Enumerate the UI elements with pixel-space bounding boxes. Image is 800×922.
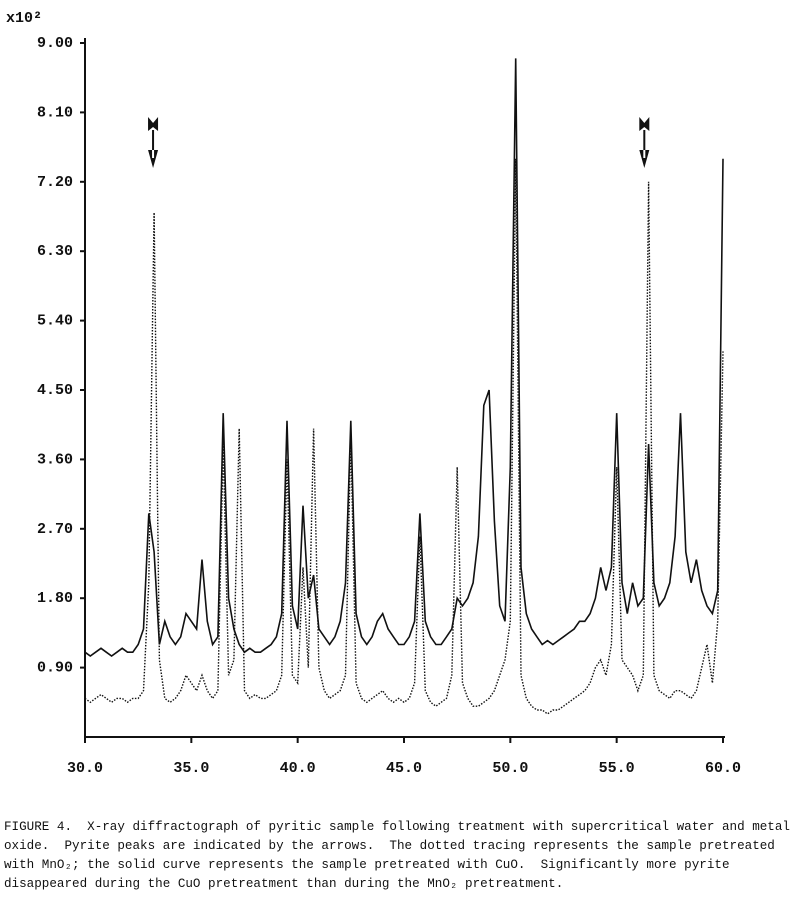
y-tick-label: 2.70 [37,521,73,538]
pyrite-arrow [148,117,159,168]
y-tick-label: 1.80 [37,590,73,607]
x-tick-label: 45.0 [386,760,422,777]
y-tick-label: 0.90 [37,660,73,677]
series-line [84,158,724,715]
x-tick-label: 35.0 [173,760,209,777]
y-tick-label: 9.00 [37,35,73,52]
pyrite-arrow [639,117,650,168]
caption-line: with MnO₂; the solid curve represents th… [4,858,730,872]
y-tick-label: 8.10 [37,104,73,121]
x-tick-label: 50.0 [492,760,528,777]
caption-line: disappeared during the CuO pretreatment … [4,877,563,891]
x-tick-label: 40.0 [280,760,316,777]
y-multiplier: x10² [6,10,42,27]
x-tick-label: 60.0 [705,760,741,777]
x-tick-label: 55.0 [599,760,635,777]
y-tick-label: 4.50 [37,382,73,399]
x-tick-label: 30.0 [67,760,103,777]
y-tick-label: 7.20 [37,174,73,191]
series-line [84,58,724,657]
y-tick-label: 3.60 [37,451,73,468]
caption-line: FIGURE 4. X-ray diffractograph of pyriti… [4,820,790,834]
caption-line: oxide. Pyrite peaks are indicated by the… [4,839,775,853]
y-tick-label: 6.30 [37,243,73,260]
y-tick-label: 5.40 [37,313,73,330]
